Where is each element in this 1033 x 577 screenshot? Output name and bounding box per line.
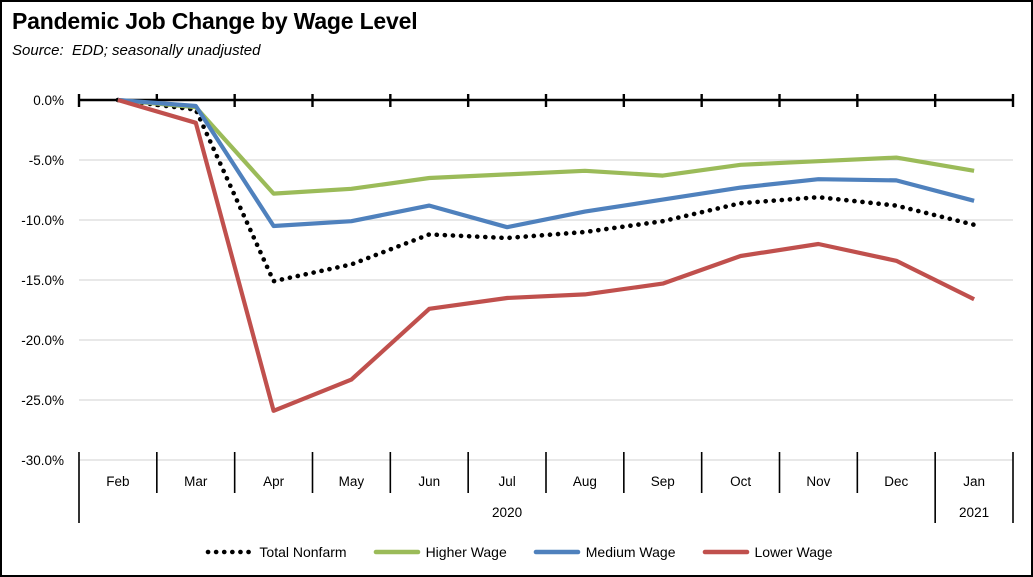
series-line-lower-wage	[117, 97, 976, 413]
x-axis-month-label: Mar	[184, 474, 208, 489]
higher-wage-line-swatch-icon	[373, 549, 420, 555]
y-axis-label: 0.0%	[33, 93, 64, 108]
legend-label-total-nonfarm: Total Nonfarm	[259, 544, 347, 560]
x-axis-month-label: Jul	[498, 474, 515, 489]
lower-wage-line-swatch-icon	[702, 549, 749, 555]
x-axis-month-label: Aug	[573, 474, 597, 489]
y-axis-label: -15.0%	[21, 273, 64, 288]
x-axis-month-label: Jan	[963, 474, 985, 489]
x-axis-year-label: 2020	[492, 505, 522, 520]
legend-label-higher-wage: Higher Wage	[425, 544, 507, 560]
y-axis-label: -20.0%	[21, 333, 64, 348]
y-axis-label: -10.0%	[21, 213, 64, 228]
x-axis-month-label: Nov	[806, 474, 830, 489]
x-axis-month-label: Feb	[106, 474, 129, 489]
y-axis-label: -30.0%	[21, 453, 64, 468]
total-nonfarm-dotted-swatch-icon	[206, 549, 255, 555]
x-axis-month-label: Dec	[884, 474, 908, 489]
legend-label-medium-wage: Medium Wage	[585, 544, 676, 560]
series-line-medium-wage	[117, 97, 975, 230]
x-axis-month-label: Sep	[651, 474, 675, 489]
x-axis-month-label: Jun	[418, 474, 440, 489]
legend-item-lower-wage: Lower Wage	[702, 544, 833, 560]
chart-legend: Total Nonfarm Higher Wage Medium Wage Lo…	[2, 538, 1031, 566]
series-line-total-nonfarm	[115, 97, 977, 284]
chart-title: Pandemic Job Change by Wage Level	[12, 8, 418, 34]
x-axis-month-label: Oct	[730, 474, 751, 489]
medium-wage-line-swatch-icon	[533, 549, 581, 555]
legend-label-lower-wage: Lower Wage	[754, 544, 833, 560]
legend-item-total-nonfarm: Total Nonfarm	[204, 544, 347, 560]
x-axis-month-label: May	[339, 474, 365, 489]
legend-item-higher-wage: Higher Wage	[373, 544, 507, 560]
x-axis-year-label: 2021	[959, 505, 989, 520]
legend-item-medium-wage: Medium Wage	[533, 544, 676, 560]
chart-source-note: Source: EDD; seasonally unadjusted	[12, 42, 261, 59]
series-line-higher-wage	[117, 97, 975, 196]
y-axis-label: -5.0%	[29, 153, 64, 168]
y-axis-label: -25.0%	[21, 393, 64, 408]
x-axis-month-label: Apr	[263, 474, 285, 489]
